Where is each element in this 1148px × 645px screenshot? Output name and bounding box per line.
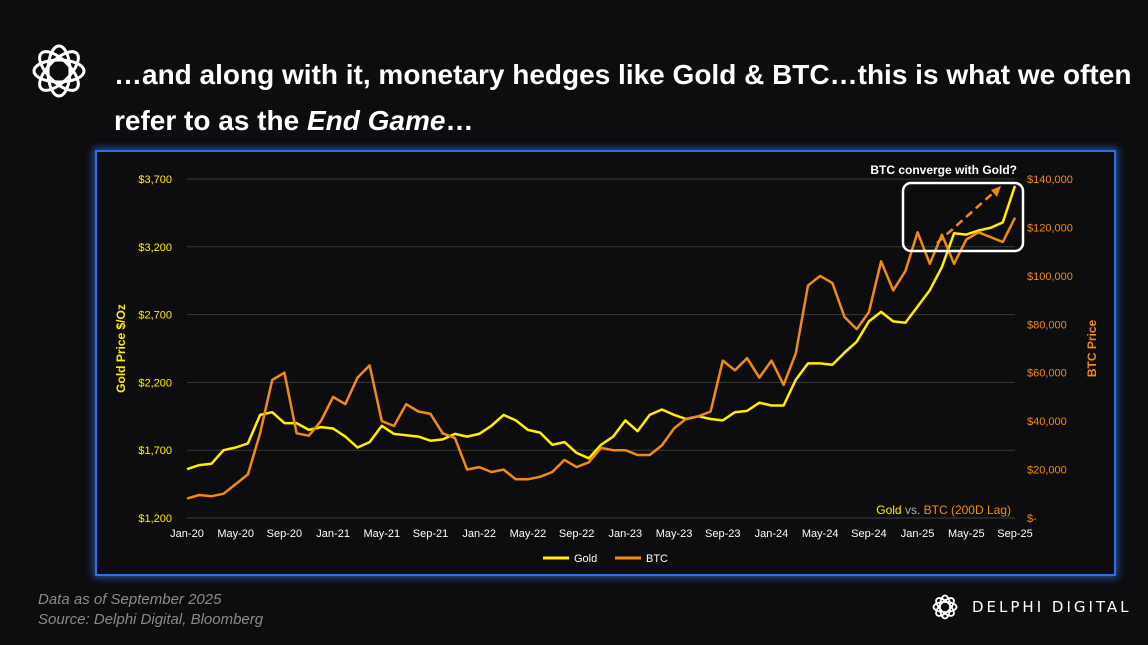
chart-annotation: BTC converge with Gold? <box>870 163 1017 177</box>
x-tick-label: Jan-21 <box>316 528 350 540</box>
legend-label-gold: Gold <box>574 553 597 565</box>
chart-frame <box>95 150 1116 576</box>
y-left-tick-label: $2,200 <box>138 377 172 389</box>
watermark-part: Gold <box>876 503 901 517</box>
trend-arrow-head <box>991 186 1001 197</box>
series-line-btc <box>186 217 1017 500</box>
watermark-part: BTC (200D Lag) <box>924 503 1011 517</box>
x-tick-label: May-22 <box>510 528 547 540</box>
y-right-tick-label: $140,000 <box>1027 174 1073 186</box>
x-tick-label: Sep-24 <box>851 528 886 540</box>
y-right-tick-label: $- <box>1027 513 1037 525</box>
x-tick-label: Jan-24 <box>755 528 789 540</box>
x-tick-label: Jan-22 <box>462 528 496 540</box>
x-tick-label: May-20 <box>217 528 254 540</box>
brand-name: DELPHI DIGITAL <box>972 598 1132 616</box>
y-left-tick-label: $1,700 <box>138 445 172 457</box>
gold-vs-btc-chart: $1,200 $1,700 $2,200 $2,700 $3,200 $3,700 $- $2… <box>114 163 1099 565</box>
highlight-box <box>901 181 1025 253</box>
data-date-note: Data as of September 2025 <box>38 591 222 608</box>
delphi-logo-icon <box>32 44 86 98</box>
x-tick-label: Jan-25 <box>901 528 935 540</box>
x-tick-label: May-25 <box>948 528 985 540</box>
x-tick-label: May-21 <box>363 528 400 540</box>
brand: DELPHI DIGITAL <box>928 589 1132 625</box>
x-tick-label: May-23 <box>656 528 693 540</box>
series-line-gold <box>186 185 1017 471</box>
footnote: Data as of September 2025 Source: Delphi… <box>38 590 263 630</box>
y-right-tick-label: $120,000 <box>1027 222 1073 234</box>
y-left-axis-label: Gold Price $/Oz <box>114 304 128 393</box>
y-right-tick-label: $80,000 <box>1027 319 1067 331</box>
x-tick-label: Sep-23 <box>705 528 740 540</box>
x-tick-label: Sep-22 <box>559 528 594 540</box>
y-left-tick-label: $1,200 <box>138 513 172 525</box>
y-left-tick-label: $3,200 <box>138 242 172 254</box>
page-title: …and along with it, monetary hedges like… <box>114 59 1132 136</box>
y-left-tick-label: $3,700 <box>138 174 172 186</box>
x-tick-label: Sep-21 <box>413 528 448 540</box>
y-right-tick-label: $100,000 <box>1027 271 1073 283</box>
watermark-part: vs. <box>902 503 924 517</box>
y-right-tick-label: $60,000 <box>1027 368 1067 380</box>
delphi-knot-icon <box>932 594 958 620</box>
y-right-tick-label: $20,000 <box>1027 465 1067 477</box>
x-tick-label: Sep-20 <box>267 528 302 540</box>
x-tick-label: May-24 <box>802 528 839 540</box>
y-right-axis-label: BTC Price <box>1085 320 1099 378</box>
chart-watermark: Gold vs. BTC (200D Lag) <box>876 503 1011 517</box>
y-left-tick-label: $2,700 <box>138 310 172 322</box>
x-tick-label: Jan-23 <box>609 528 643 540</box>
x-tick-label: Jan-20 <box>170 528 204 540</box>
legend-label-btc: BTC <box>646 553 668 565</box>
y-right-tick-label: $40,000 <box>1027 416 1067 428</box>
source-note: Source: Delphi Digital, Bloomberg <box>38 611 264 628</box>
x-tick-label: Sep-25 <box>997 528 1032 540</box>
